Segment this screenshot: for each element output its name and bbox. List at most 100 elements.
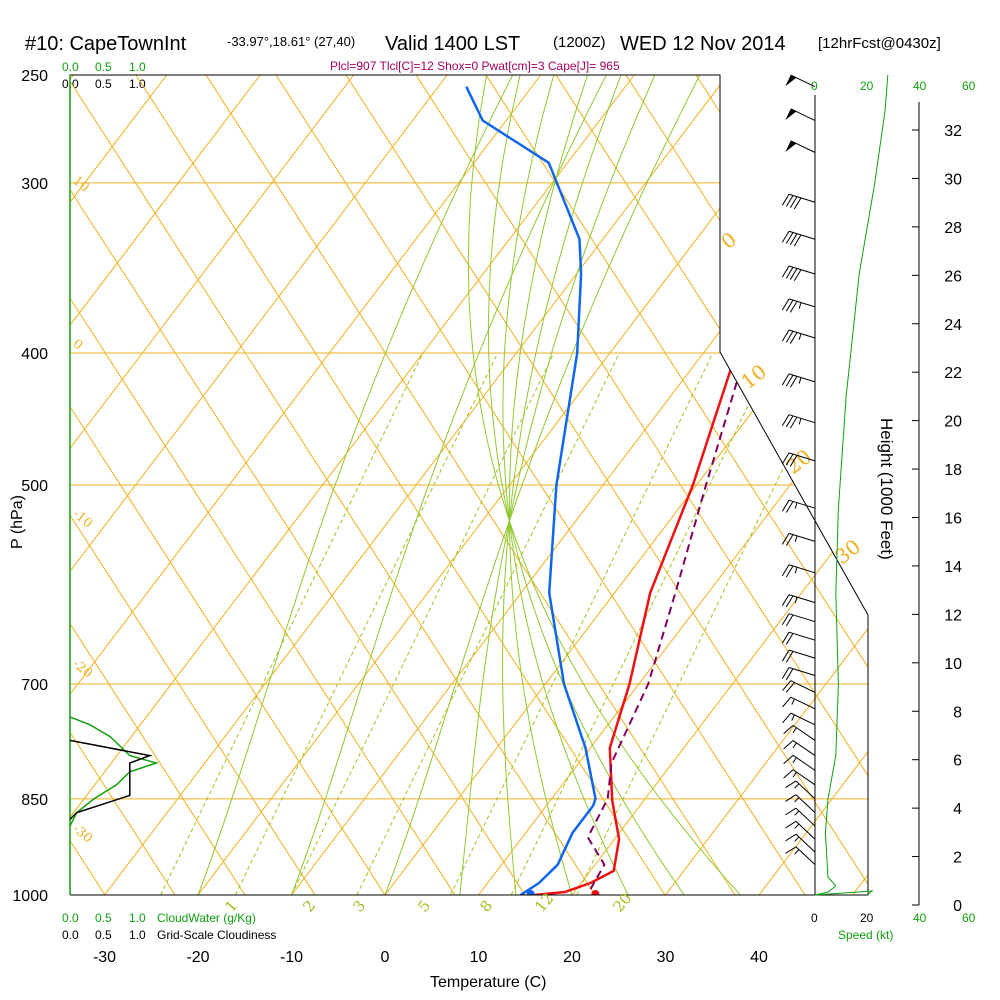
cloud-tick-green-1: 0.5	[95, 60, 112, 74]
isotherm-line	[571, 75, 868, 895]
temperature-tick-label: 30	[657, 949, 675, 966]
wind-barb	[781, 613, 816, 627]
wind-barb	[785, 807, 816, 827]
height-tick-label: 20	[944, 414, 962, 431]
cloudwater-label: CloudWater (g/Kg)	[157, 911, 256, 925]
height-tick-label: 16	[944, 511, 962, 528]
wind-barb	[781, 649, 816, 663]
mixing-ratio-label: 2	[299, 897, 319, 916]
isotherm-line	[70, 75, 635, 895]
wind-barb	[785, 780, 816, 800]
dry-adiabat-line	[70, 75, 868, 895]
dry-adiabat-line	[0, 0, 35, 895]
wind-barb	[782, 712, 816, 726]
cloudiness-profile	[69, 739, 153, 820]
moist-adiabat-line	[502, 75, 629, 895]
pressure-tick-label: 850	[21, 792, 48, 809]
dry-adiabat-line	[70, 75, 806, 895]
mixing-ratio-label: 3	[349, 897, 369, 916]
pressure-tick-label: 500	[21, 478, 48, 495]
height-tick-label: 6	[953, 753, 962, 770]
speed-tick-bottom-2: 40	[913, 911, 927, 925]
forecast-info: [12hrFcst@0430z]	[818, 35, 941, 52]
wind-barb	[783, 724, 816, 741]
mixing-ratio-line	[576, 352, 840, 895]
sounding-params: Plcl=907 Tlcl[C]=12 Shox=0 Pwat[cm]=3 Ca…	[330, 59, 620, 73]
pressure-tick-label: 250	[21, 68, 48, 85]
temperature-tick-label: -10	[280, 949, 303, 966]
height-tick-label: 32	[944, 123, 962, 140]
speed-tick-bottom-0: 0	[811, 911, 818, 925]
wind-barb	[783, 754, 816, 771]
isotherm-line	[104, 75, 729, 895]
height-tick-label: 2	[953, 850, 962, 867]
wind-barb	[785, 140, 816, 153]
moist-adiabat-line	[291, 75, 607, 895]
speed-tick-top-2: 40	[913, 79, 927, 93]
wind-barb	[781, 414, 816, 429]
wind-barb	[781, 373, 816, 388]
height-tick-label: 22	[944, 365, 962, 382]
mixing-ratio-line	[356, 352, 620, 895]
isotherm-line	[70, 75, 448, 895]
wind-barb	[781, 452, 816, 467]
pressure-tick-label: 700	[21, 677, 48, 694]
height-tick-label: 26	[944, 268, 962, 285]
temperature-tick-label: 40	[750, 949, 768, 966]
cloudwater-profile	[69, 716, 159, 827]
wind-barb	[781, 298, 816, 313]
height-tick-label: 4	[953, 801, 962, 818]
wind-barb	[785, 820, 816, 840]
height-tick-label: 0	[953, 898, 962, 915]
temperature-tick-label: -20	[186, 949, 209, 966]
speed-tick-top-1: 20	[860, 79, 874, 93]
valid-time: Valid 1400 LST	[385, 33, 520, 55]
pressure-tick-label: 1000	[12, 888, 48, 905]
moist-adiabat-line	[384, 75, 701, 895]
cloud-bottom-black-0: 0.0	[62, 928, 79, 942]
wind-barb	[781, 329, 816, 344]
zulu-time: (1200Z)	[553, 34, 606, 51]
wind-barb	[781, 230, 816, 247]
forecast-date: WED 12 Nov 2014	[620, 33, 786, 55]
dry-adiabat-line	[70, 75, 456, 895]
dry-adiabat-line	[70, 75, 666, 895]
isotherm-line	[70, 75, 542, 895]
isotherm-label: -30	[69, 822, 95, 847]
isotherm-label: 10	[69, 174, 91, 196]
cloud-bottom-black-1: 0.5	[95, 928, 112, 942]
temperature-tick-label: 10	[470, 949, 488, 966]
isotherm-label: 0	[69, 337, 85, 354]
dry-adiabat-line	[70, 75, 526, 895]
mixing-ratio-label: 5	[414, 897, 434, 916]
moist-adiabat-line	[467, 75, 741, 895]
isotherm-line	[852, 75, 868, 895]
dry-adiabat-line	[70, 75, 316, 895]
mixing-ratio-label: 20	[609, 889, 635, 915]
cloud-tick-black-1: 0.5	[95, 77, 112, 91]
speed-tick-bottom-1: 20	[860, 911, 874, 925]
cloud-bottom-green-2: 1.0	[129, 911, 146, 925]
moist-adiabat-line	[502, 75, 622, 895]
wind-barb	[783, 769, 816, 786]
wind-barb	[785, 108, 816, 121]
cloudwater-bottom-axis: 0.0 0.5 1.0 CloudWater (g/Kg) 0.0 0.5 1.…	[62, 911, 276, 942]
wind-barb	[781, 667, 816, 681]
dry-adiabat-line	[234, 75, 868, 895]
cloud-tick-black-2: 1.0	[129, 77, 146, 91]
height-tick-label: 14	[944, 559, 962, 576]
speed-tick-bottom-3: 60	[962, 911, 976, 925]
mixing-ratio-line	[234, 352, 499, 895]
wind-barb	[785, 74, 816, 88]
speed-tick-top-3: 60	[962, 79, 976, 93]
wind-barb	[781, 193, 816, 210]
moist-adiabat-line	[487, 75, 685, 895]
isotherm-line	[478, 75, 868, 895]
temperature-tick-label: 20	[563, 949, 581, 966]
wind-barb	[785, 794, 816, 813]
dry-adiabat-line	[94, 75, 868, 895]
cloud-bottom-green-0: 0.0	[62, 911, 79, 925]
wind-barb	[785, 833, 816, 853]
surface-temperature-dot	[591, 890, 600, 895]
dry-adiabat-line	[164, 75, 868, 895]
